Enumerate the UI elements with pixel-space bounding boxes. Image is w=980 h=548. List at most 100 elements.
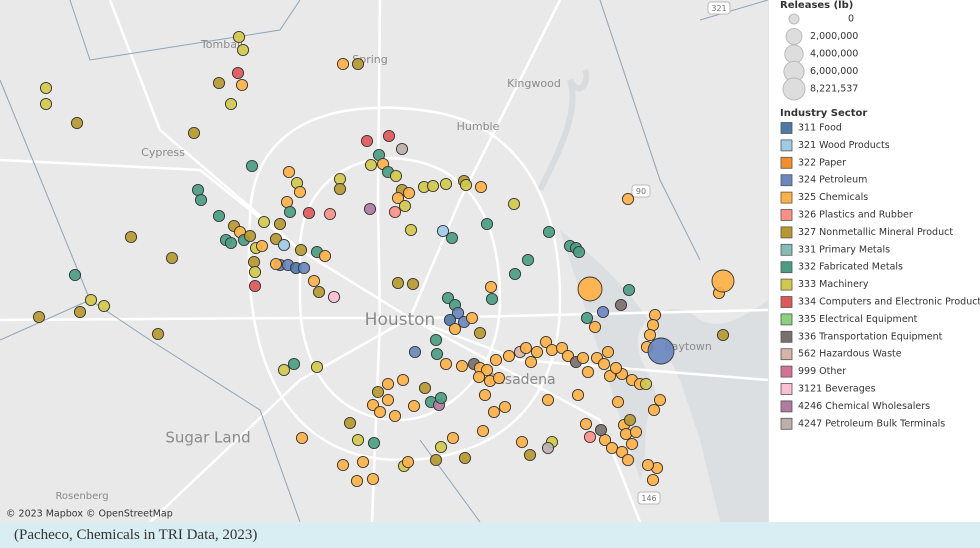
facility-point [594, 423, 608, 437]
facility-point [492, 371, 506, 385]
facility-point [647, 337, 675, 365]
facility-point [277, 238, 291, 252]
facility-point [430, 347, 444, 361]
facility-point [639, 377, 653, 391]
size-legend-circle [784, 44, 804, 64]
facility-point [343, 416, 357, 430]
facility-point [484, 280, 498, 294]
bay-water [560, 230, 768, 522]
facility-point [302, 206, 316, 220]
facility-point [73, 305, 87, 319]
size-legend-circle [785, 28, 803, 45]
sector-swatch [780, 313, 793, 326]
facility-point [622, 283, 636, 297]
facility-point [255, 239, 269, 253]
facility-point [448, 322, 462, 336]
facility-point [327, 290, 341, 304]
size-legend-label: 6,000,000 [810, 66, 858, 77]
facility-point [473, 326, 487, 340]
facility-point [356, 455, 370, 469]
size-legend-title: Releases (lb) [780, 0, 853, 11]
facility-point [521, 253, 535, 267]
facility-point [524, 355, 538, 369]
sector-swatch [780, 365, 793, 378]
facility-point [404, 223, 418, 237]
facility-point [498, 400, 512, 414]
facility-point [711, 269, 735, 293]
facility-point [621, 453, 635, 467]
facility-point [277, 363, 291, 377]
facility-point [539, 335, 553, 349]
facility-point [542, 225, 556, 239]
facility-point [429, 333, 443, 347]
facility-point [621, 192, 635, 206]
facility-point [530, 345, 544, 359]
facility-point [601, 345, 615, 359]
facility-point [398, 199, 412, 213]
road-shield: 146 [637, 491, 661, 505]
facility-point [269, 257, 283, 271]
facility-point [605, 441, 619, 455]
facility-point [351, 57, 365, 71]
facility-point [523, 448, 537, 462]
facility-point [388, 409, 402, 423]
facility-point [577, 276, 603, 302]
place-label: Pasadena [488, 372, 555, 388]
sector-label: 321 Wood Products [798, 140, 890, 151]
size-legend-label: 4,000,000 [810, 49, 858, 60]
facility-point [623, 413, 637, 427]
facility-point [653, 393, 667, 407]
facility-point [391, 276, 405, 290]
facility-point [367, 436, 381, 450]
facility-point [248, 279, 262, 293]
sector-label: 999 Other [798, 366, 846, 377]
map-background [0, 0, 768, 522]
facility-point [247, 255, 261, 269]
sector-label: 332 Fabricated Metals [798, 262, 903, 273]
facility-point [333, 182, 347, 196]
facility-point [465, 311, 479, 325]
facility-point [643, 328, 657, 342]
facility-point [507, 197, 521, 211]
facility-point [480, 217, 494, 231]
sector-label: 325 Chemicals [798, 192, 868, 203]
facility-point [257, 215, 271, 229]
facility-point [323, 207, 337, 221]
facility-point [294, 243, 308, 257]
sector-swatch [780, 174, 793, 187]
color-legend-title: Industry Sector [780, 108, 867, 119]
facility-point [388, 205, 402, 219]
facility-point [597, 357, 611, 371]
facility-point [232, 30, 246, 44]
facility-point [407, 399, 421, 413]
facility-point [280, 195, 294, 209]
facility-point [350, 474, 364, 488]
sector-swatch [780, 243, 793, 256]
facility-point [583, 430, 597, 444]
facility-point [381, 393, 395, 407]
facility-point [187, 126, 201, 140]
facility-point [716, 328, 730, 342]
facility-point [165, 251, 179, 265]
facility-point [406, 277, 420, 291]
facility-point [455, 359, 469, 373]
facility-point [396, 373, 410, 387]
sector-label: 324 Petroleum [798, 175, 867, 186]
sector-label: 4247 Petroleum Bulk Terminals [798, 418, 945, 429]
attribution: © 2023 Mapbox © OpenStreetMap [6, 509, 173, 520]
facility-point [307, 274, 321, 288]
facility-point [389, 169, 403, 183]
facility-point [282, 165, 296, 179]
facility-point [515, 435, 529, 449]
sector-label: 334 Computers and Electronic Products [798, 297, 980, 308]
sector-swatch [780, 122, 793, 134]
facility-point [295, 431, 309, 445]
facility-point [312, 285, 326, 299]
facility-point [646, 318, 660, 332]
facility-point [434, 391, 448, 405]
facility-point [429, 453, 443, 467]
facility-point [84, 293, 98, 307]
facility-point [611, 395, 625, 409]
facility-point [235, 78, 249, 92]
